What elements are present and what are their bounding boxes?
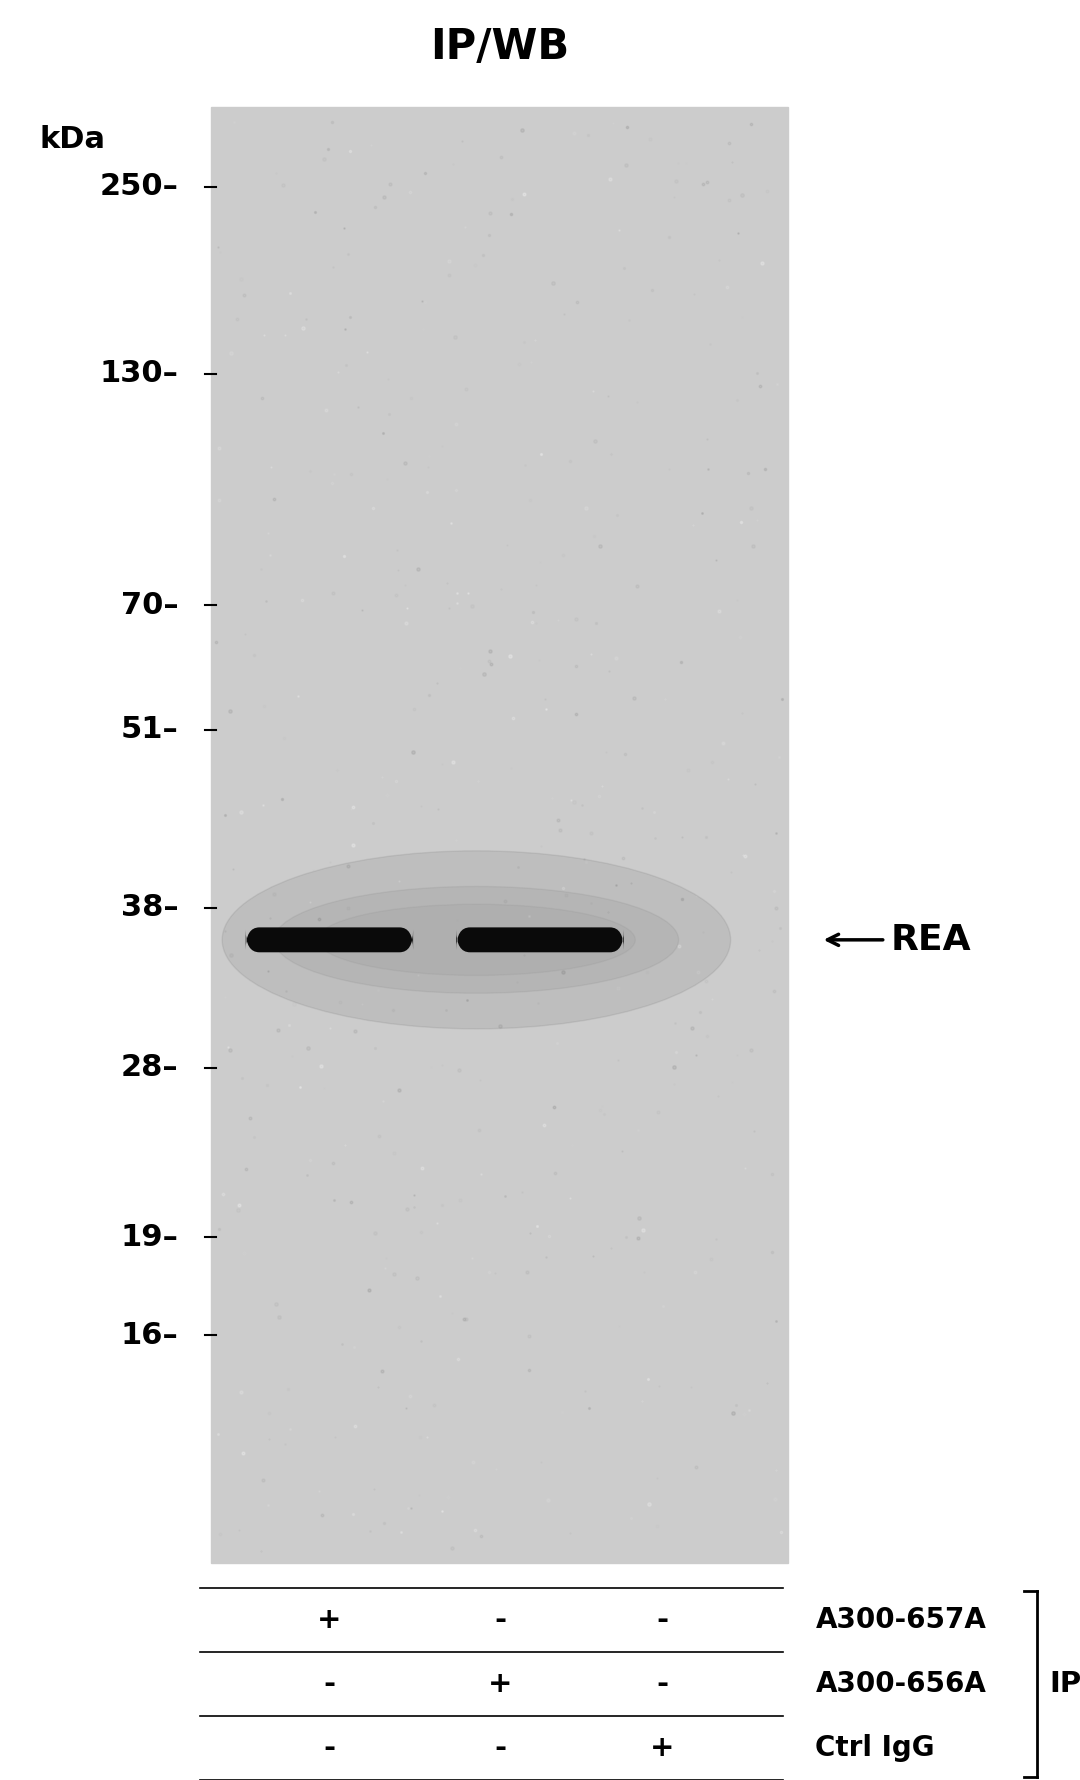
Ellipse shape — [222, 851, 730, 1029]
Text: +: + — [650, 1734, 674, 1762]
Text: A300-656A: A300-656A — [815, 1670, 986, 1698]
FancyBboxPatch shape — [457, 927, 624, 952]
Text: -: - — [656, 1606, 669, 1634]
Text: -: - — [494, 1606, 507, 1634]
Text: IP: IP — [1050, 1670, 1080, 1698]
Text: REA: REA — [891, 922, 972, 958]
Text: Ctrl IgG: Ctrl IgG — [815, 1734, 935, 1762]
Text: 38–: 38– — [121, 894, 178, 922]
Text: 28–: 28– — [121, 1054, 178, 1082]
Text: IP/WB: IP/WB — [431, 25, 569, 68]
Text: -: - — [323, 1734, 336, 1762]
Text: 250–: 250– — [99, 173, 178, 201]
Text: +: + — [318, 1606, 341, 1634]
Text: -: - — [656, 1670, 669, 1698]
Text: 70–: 70– — [121, 591, 178, 619]
FancyBboxPatch shape — [246, 927, 413, 952]
Ellipse shape — [318, 904, 635, 975]
Ellipse shape — [274, 886, 678, 993]
Text: 16–: 16– — [121, 1321, 178, 1349]
Text: 130–: 130– — [99, 360, 178, 388]
Text: -: - — [323, 1670, 336, 1698]
Bar — [211, 107, 788, 1563]
Text: 51–: 51– — [121, 716, 178, 744]
Text: 19–: 19– — [120, 1223, 178, 1251]
Text: A300-657A: A300-657A — [815, 1606, 986, 1634]
Text: kDa: kDa — [40, 125, 106, 153]
Text: +: + — [488, 1670, 512, 1698]
Text: -: - — [494, 1734, 507, 1762]
